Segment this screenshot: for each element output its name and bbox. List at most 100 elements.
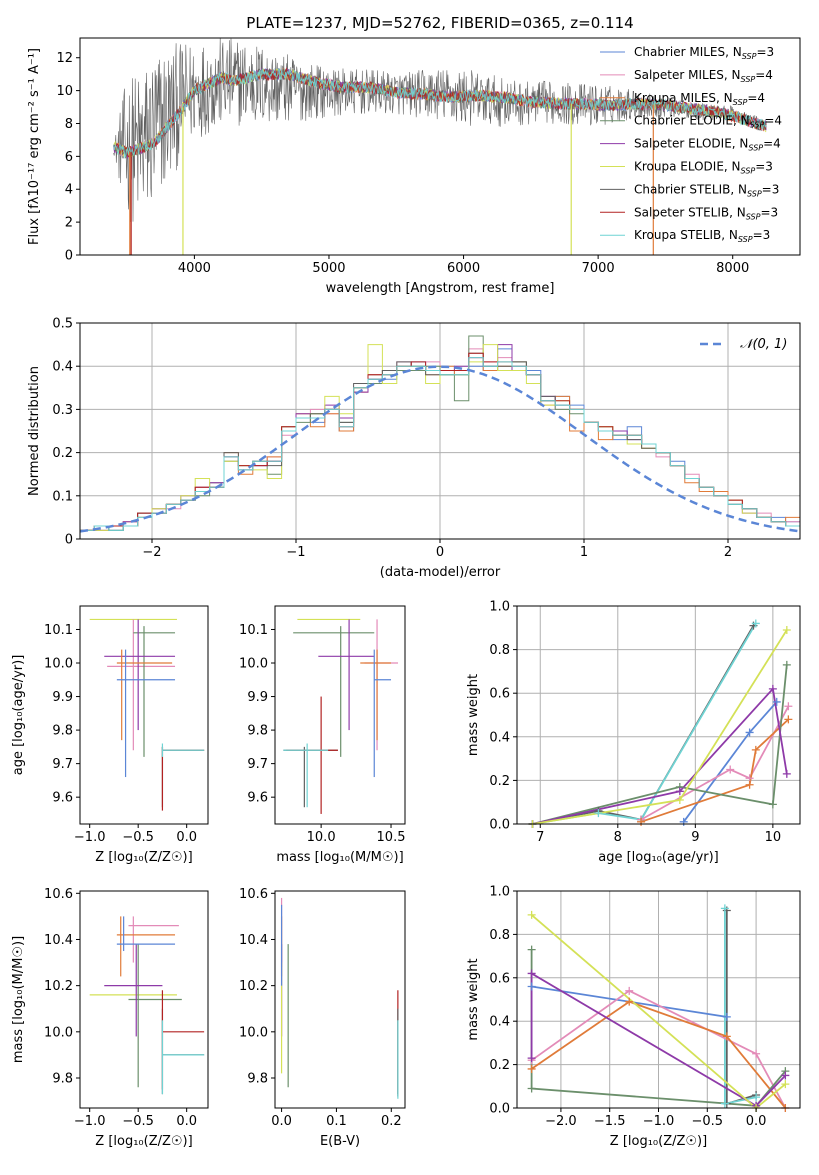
legend-label: Salpeter STELIB, NSSP=3: [634, 205, 778, 221]
spectrum-ytick-label: 10: [56, 84, 73, 99]
mass_vs_Z-xlabel: Z [log₁₀(Z/Z☉)]: [95, 1134, 192, 1149]
weight_vs_Z-ytick-label: 0.0: [489, 1102, 510, 1117]
mass_vs_ebv-xtick-label: 0.0: [271, 1114, 292, 1129]
weight_vs_age-ytick-label: 0.0: [489, 818, 510, 833]
mass_vs_Z-xtick-label: 0.0: [176, 1114, 197, 1129]
mass_vs_ebv-xlabel: E(B-V): [320, 1134, 360, 1149]
weight-line: [640, 705, 790, 821]
age_vs_mass-xtick-label: 10.0: [307, 830, 336, 845]
weight-marker: [768, 800, 777, 809]
age_vs_Z-frame: [79, 605, 209, 825]
residuals-ytick-label: 0.2: [52, 446, 73, 461]
mass_vs_ebv-xtick-label: 0.2: [381, 1114, 402, 1129]
legend-label: Chabrier ELODIE, NSSP=4: [634, 114, 782, 130]
residuals-ytick-label: 0.5: [52, 317, 73, 332]
age_vs_Z-ytick-label: 10.1: [44, 623, 73, 638]
weight-marker: [752, 1093, 761, 1102]
weight-marker: [720, 1099, 729, 1108]
mass_vs_ebv-ytick-label: 10.4: [239, 933, 268, 948]
weight_vs_age-ylabel: mass weight: [466, 674, 481, 756]
age_vs_Z-ytick-label: 9.8: [52, 724, 73, 739]
weight-line: [725, 910, 757, 1105]
weight_vs_age-ytick-label: 0.2: [489, 774, 510, 789]
weight-line: [532, 686, 788, 824]
weight-marker: [784, 715, 793, 724]
weight-marker: [751, 619, 760, 628]
spectrum-ytick-label: 8: [65, 117, 73, 132]
age_vs_mass-frame: [274, 605, 406, 825]
weight_vs_age-xlabel: age [log₁₀(age/yr)]: [598, 850, 719, 865]
mass_vs_Z-panel: −1.0 −0.5 0.0 9.8 10.0 10.2 10.4 10.6 Z [log₁₀(Z…: [11, 887, 209, 1149]
residuals-xtick-label: −2: [142, 545, 161, 560]
mass_vs_ebv-ytick-label: 10.6: [239, 887, 268, 902]
legend-label: Kroupa MILES, NSSP=4: [634, 91, 765, 107]
residuals-ytick-label: 0: [65, 533, 73, 548]
weight_vs_age-ytick-label: 1.0: [489, 600, 510, 615]
age_vs_mass-ytick-label: 9.8: [247, 724, 268, 739]
weight-line: [531, 1000, 787, 1108]
weight-marker: [772, 697, 781, 706]
weight_vs_Z-xtick-label: 0.0: [746, 1114, 767, 1129]
weight_vs_age-xtick-label: 8: [614, 830, 622, 845]
weight_vs_Z-xtick-label: −0.5: [692, 1114, 724, 1129]
weight-marker: [527, 1064, 536, 1073]
age_vs_mass-ytick-label: 9.9: [247, 690, 268, 705]
histogram-step: [80, 357, 800, 531]
weight-line: [531, 989, 787, 1108]
mass_vs_Z-plot-area: [89, 916, 205, 1095]
weight-marker: [782, 660, 791, 669]
spectrum-ylabel: Flux [fλ10⁻¹⁷ erg cm⁻² s⁻¹ A⁻¹]: [27, 48, 42, 245]
weight-marker: [781, 1071, 790, 1080]
residuals-xtick-label: 2: [724, 545, 732, 560]
spectrum-legend: Chabrier MILES, NSSP=3 Salpeter MILES, NS…: [600, 45, 782, 244]
weight-line: [531, 914, 786, 1108]
age_vs_Z-ytick-label: 9.6: [52, 791, 73, 806]
spectrum-frame: [79, 37, 801, 256]
legend-label: Salpeter MILES, NSSP=4: [634, 68, 773, 84]
age_vs_mass-ytick-label: 9.7: [247, 757, 268, 772]
weight-marker: [781, 1080, 790, 1089]
mass_vs_ebv-ytick-label: 10.2: [239, 979, 268, 994]
weight_vs_Z-xtick-label: −2.0: [545, 1114, 577, 1129]
mass_vs_Z-ytick-label: 10.4: [44, 933, 73, 948]
age_vs_Z-ytick-label: 9.9: [52, 690, 73, 705]
figure-title: PLATE=1237, MJD=52762, FIBERID=0365, z=0…: [246, 14, 633, 32]
residuals-xtick-label: 1: [580, 545, 588, 560]
mass_vs_ebv-frame: [274, 890, 406, 1109]
weight-marker: [745, 728, 754, 737]
residuals-ytick-label: 0.1: [52, 489, 73, 504]
weight-line: [724, 908, 757, 1105]
age_vs_Z-xlabel: Z [log₁₀(Z/Z☉)]: [95, 850, 192, 865]
age_vs_Z-plot-area: [89, 618, 205, 811]
age_vs_Z-xtick-label: 0.0: [176, 830, 197, 845]
spectrum-xtick-label: 6000: [447, 261, 480, 276]
weight_vs_age-ytick-label: 0.8: [489, 643, 510, 658]
weight-marker: [768, 684, 777, 693]
weight-marker: [527, 945, 536, 954]
weight-marker: [751, 745, 760, 754]
weight-marker: [675, 787, 684, 796]
age_vs_mass-ytick-label: 10.0: [239, 657, 268, 672]
gaussian-legend-label: 𝒩(0, 1): [740, 337, 787, 352]
spectrum-panel: Chabrier MILES, NSSP=3 Salpeter MILES, NS…: [27, 37, 801, 296]
mass_vs_ebv-panel: 0.0 0.1 0.2 9.8 10.0 10.2 10.4 10.6 E(B-V): [239, 887, 406, 1149]
age_vs_Z-xtick-label: −1.0: [74, 830, 106, 845]
weight-line: [530, 971, 787, 1107]
residuals-xtick-label: 0: [436, 545, 444, 560]
mass_vs_Z-ytick-label: 9.8: [52, 1071, 73, 1086]
age_vs_Z-ytick-label: 9.7: [52, 757, 73, 772]
weight_vs_Z-ytick-label: 0.4: [489, 1015, 510, 1030]
residuals-xtick-label: −1: [286, 545, 305, 560]
weight_vs_Z-ytick-label: 0.8: [489, 928, 510, 943]
mass_vs_Z-ytick-label: 10.6: [44, 887, 73, 902]
spectrum-xlabel: wavelength [Angstrom, rest frame]: [326, 281, 555, 296]
spectrum-ytick-label: 4: [65, 183, 73, 198]
weight_vs_Z-ylabel: mass weight: [466, 958, 481, 1040]
weight_vs_Z-xlabel: Z [log₁₀(Z/Z☉)]: [610, 1134, 707, 1149]
weight-marker: [726, 765, 735, 774]
age_vs_Z-ylabel: age [log₁₀(age/yr)]: [11, 655, 26, 776]
weight_vs_age-ytick-label: 0.6: [489, 687, 510, 702]
weight-line: [640, 718, 790, 823]
weight_vs_Z-xtick-label: −1.0: [643, 1114, 675, 1129]
